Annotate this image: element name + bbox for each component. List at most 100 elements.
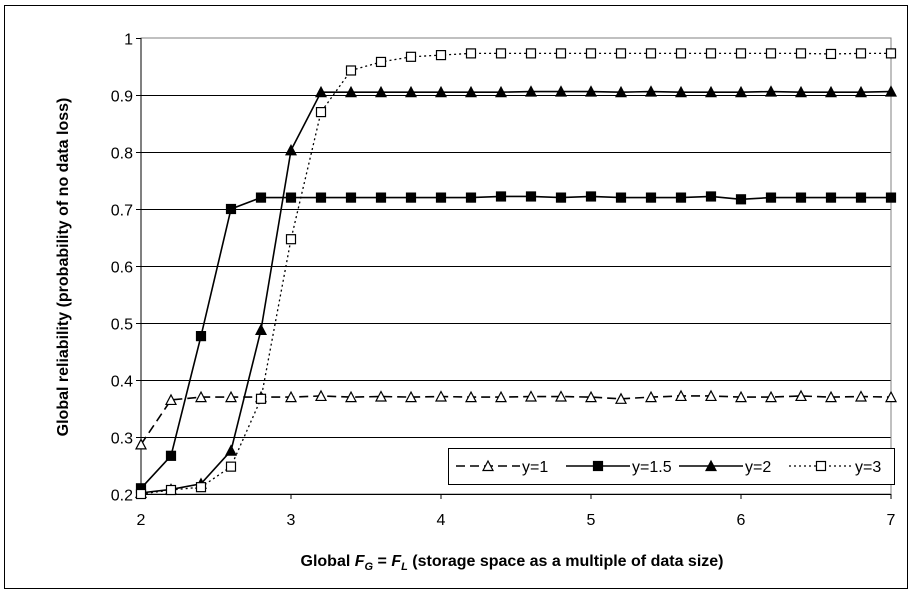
data-point <box>675 389 687 402</box>
x-axis-title: Global FG = FL (storage space as a multi… <box>301 553 724 573</box>
data-point <box>885 85 897 97</box>
chart-border <box>4 5 908 589</box>
tick-labels: 0.2 0.3 0.4 0.5 0.6 0.7 0.8 0.9 1 2 3 4 5 6 7 <box>111 32 896 530</box>
data-point <box>765 85 777 97</box>
data-point <box>495 48 507 59</box>
data-point <box>615 392 627 404</box>
data-point <box>585 85 597 97</box>
legend-label: y=1 <box>522 459 548 476</box>
data-point <box>285 192 297 203</box>
data-point <box>855 192 867 203</box>
data-point <box>465 192 477 203</box>
legend-label: y=1.5 <box>632 459 672 476</box>
data-point <box>135 438 147 450</box>
data-point <box>795 85 807 98</box>
data-point <box>795 48 807 59</box>
data-point <box>465 390 477 403</box>
data-point <box>435 49 447 61</box>
data-point <box>435 85 447 98</box>
data-point <box>225 390 237 403</box>
data-point <box>525 85 537 97</box>
legend-entry: y=1 <box>456 459 548 476</box>
x-axis-title-suffix: (storage space as a multiple of data siz… <box>408 553 724 570</box>
x-tick-label: 6 <box>737 512 746 529</box>
series-0 <box>135 389 897 450</box>
data-point <box>825 48 837 60</box>
data-point <box>645 48 657 59</box>
data-point <box>825 192 837 203</box>
data-point <box>795 192 807 203</box>
data-point <box>285 144 297 156</box>
data-point <box>555 48 567 59</box>
data-point <box>885 48 897 59</box>
data-point <box>885 192 897 203</box>
data-point <box>825 85 837 98</box>
x-tick-label: 3 <box>287 512 296 529</box>
gridlines <box>141 95 891 438</box>
data-point <box>735 194 747 205</box>
x-tick-label: 4 <box>437 512 446 529</box>
series-line <box>140 90 892 494</box>
data-point <box>555 85 567 97</box>
data-point <box>765 192 777 203</box>
data-point <box>555 390 567 402</box>
data-point <box>855 390 867 402</box>
data-point <box>585 191 597 202</box>
data-point <box>195 331 207 342</box>
data-point <box>195 390 207 403</box>
data-point <box>765 390 777 403</box>
data-point <box>645 192 657 203</box>
data-point <box>165 484 177 496</box>
data-point <box>315 85 327 98</box>
legend-entry: y=3 <box>789 459 881 476</box>
y-tick-label: 0.3 <box>111 431 133 448</box>
data-point <box>375 192 387 203</box>
y-tick-label: 0.5 <box>111 317 133 334</box>
data-point <box>705 389 717 402</box>
data-point <box>405 85 417 98</box>
data-point <box>585 48 597 59</box>
axes <box>136 38 892 499</box>
x-tick-label: 2 <box>137 512 146 529</box>
data-point <box>315 106 327 118</box>
legend-marker <box>482 459 494 472</box>
data-point <box>405 51 417 62</box>
data-point <box>255 323 267 335</box>
data-point <box>495 85 507 98</box>
data-point <box>825 390 837 403</box>
data-point <box>525 48 537 59</box>
legend-marker <box>592 460 604 472</box>
data-point <box>285 390 297 403</box>
legend-entry: y=2 <box>679 459 771 476</box>
data-point <box>765 48 777 59</box>
x-tick-label: 5 <box>587 512 596 529</box>
data-point <box>735 390 747 403</box>
data-point <box>345 390 357 403</box>
data-point <box>555 192 567 203</box>
data-point <box>705 191 717 202</box>
data-point <box>195 482 207 493</box>
data-point <box>465 85 477 98</box>
y-tick-label: 0.6 <box>111 260 133 277</box>
y-tick-label: 0.4 <box>111 374 133 391</box>
x-axis-title-equals: = <box>373 553 391 570</box>
data-point <box>495 191 507 202</box>
data-point <box>615 192 627 203</box>
series-line <box>140 52 891 495</box>
data-point <box>405 390 417 403</box>
data-point <box>375 390 387 402</box>
series-3 <box>135 48 897 500</box>
series-1 <box>135 191 897 494</box>
data-point <box>495 390 507 403</box>
series-2 <box>135 85 897 498</box>
data-point <box>855 85 867 98</box>
legend-marker <box>705 459 717 472</box>
data-point <box>165 393 177 406</box>
y-axis-title: Global reliability (probability of no da… <box>55 98 72 437</box>
y-tick-label: 0.7 <box>111 203 133 220</box>
data-point <box>375 56 387 68</box>
data-point <box>645 390 657 403</box>
data-point <box>525 390 537 402</box>
